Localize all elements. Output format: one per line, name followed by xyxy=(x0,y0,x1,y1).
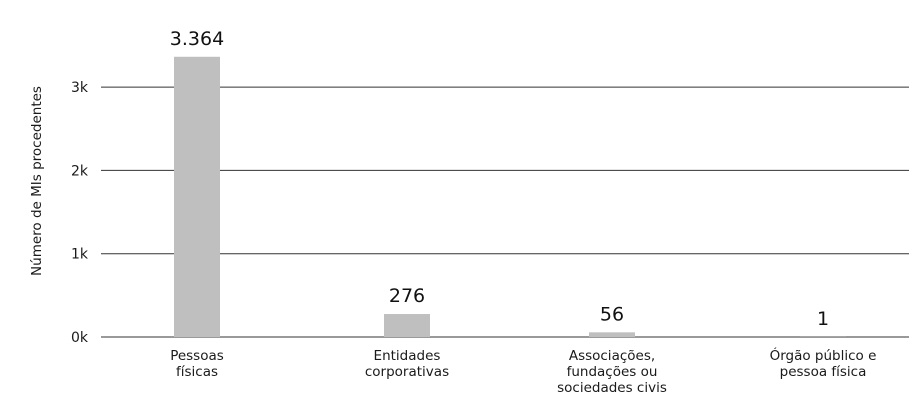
category-label: Associações, fundações ou sociedades civis xyxy=(557,348,667,396)
y-tick-label: 1k xyxy=(71,247,89,263)
category-label: Entidades corporativas xyxy=(365,348,449,380)
data-label: 1 xyxy=(817,308,829,330)
category-label: Órgão público e pessoa física xyxy=(770,346,877,380)
category-label: Pessoas físicas xyxy=(170,348,224,380)
y-axis-title: Número de MIs procedentes xyxy=(29,86,45,276)
category-labels: Pessoas físicas Entidades corporativas Assoc… xyxy=(170,346,876,396)
gridlines xyxy=(101,86,909,338)
data-label: 3.364 xyxy=(170,28,224,50)
bars xyxy=(174,56,846,337)
data-label: 276 xyxy=(389,285,425,307)
bar xyxy=(589,332,635,337)
data-label: 56 xyxy=(600,303,624,325)
y-tick-label: 3k xyxy=(71,80,89,96)
bar xyxy=(384,314,430,337)
y-axis-ticks: 0k 1k 2k 3k xyxy=(71,80,89,346)
y-tick-label: 0k xyxy=(71,330,89,346)
data-labels: 3.364 276 56 1 xyxy=(170,28,829,330)
bar xyxy=(174,56,220,337)
y-tick-label: 2k xyxy=(71,163,89,179)
